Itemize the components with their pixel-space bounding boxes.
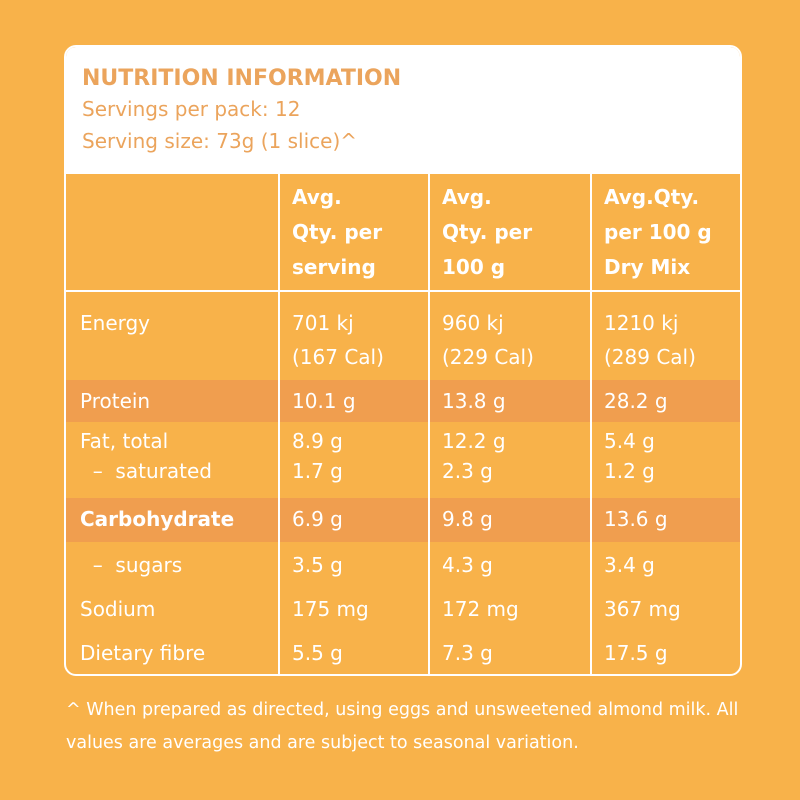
table-row: Carbohydrate 6.9 g 9.8 g 13.6 g	[66, 498, 740, 542]
serving-size: Serving size: 73g (1 slice)^	[82, 129, 357, 153]
nutrient-value: 175 mg	[278, 588, 429, 632]
nutrient-value: 8.9 g 1.7 g	[278, 422, 429, 498]
nutrient-value: 5.4 g 1.2 g	[590, 422, 740, 498]
nutrient-label: Energy	[80, 311, 151, 335]
nutrient-label: Sodium	[80, 597, 156, 621]
nutrient-value: 1210 kj (289 Cal)	[590, 291, 740, 380]
nutrition-panel: NUTRITION INFORMATION Servings per pack:…	[64, 45, 742, 676]
nutrient-value: 6.9 g	[278, 498, 429, 542]
column-header: Avg. Qty. per serving	[278, 174, 429, 292]
nutrient-value: 172 mg	[428, 588, 591, 632]
nutrient-value: 13.8 g	[428, 380, 591, 422]
header-empty-cell	[66, 174, 279, 292]
nutrient-value: 960 kj (229 Cal)	[428, 291, 591, 380]
table-row: Sodium 175 mg 172 mg 367 mg	[66, 588, 740, 632]
nutrient-value: 17.5 g	[590, 632, 740, 674]
nutrient-label: – sugars	[80, 553, 183, 577]
table-row: – sugars 3.5 g 4.3 g 3.4 g	[66, 542, 740, 588]
nutrient-value: 4.3 g	[428, 542, 591, 588]
nutrient-value: 3.5 g	[278, 542, 429, 588]
nutrition-header: NUTRITION INFORMATION Servings per pack:…	[66, 47, 740, 174]
column-header: Avg. Qty. per 100 g	[428, 174, 591, 292]
nutrition-title: NUTRITION INFORMATION	[82, 66, 402, 91]
nutrient-value: 7.3 g	[428, 632, 591, 674]
table-header-row: Avg. Qty. per serving Avg. Qty. per 100 g…	[66, 174, 740, 292]
nutrient-label: Protein	[66, 380, 279, 422]
nutrient-label: Carbohydrate	[66, 498, 279, 542]
nutrient-value: 9.8 g	[428, 498, 591, 542]
nutrient-value: 367 mg	[590, 588, 740, 632]
column-header: Avg.Qty. per 100 g Dry Mix	[590, 174, 740, 292]
table-row: Protein 10.1 g 13.8 g 28.2 g	[66, 380, 740, 422]
nutrition-table: Avg. Qty. per serving Avg. Qty. per 100 g…	[66, 174, 740, 674]
nutrient-value: 5.5 g	[278, 632, 429, 674]
servings-per-pack: Servings per pack: 12	[82, 97, 301, 121]
nutrient-label: Fat, total – saturated	[80, 429, 212, 483]
nutrient-value: 12.2 g 2.3 g	[428, 422, 591, 498]
nutrient-value: 28.2 g	[590, 380, 740, 422]
footnote: ^ When prepared as directed, using eggs …	[66, 700, 739, 753]
nutrient-label: Dietary fibre	[80, 641, 206, 665]
table-row: Fat, total – saturated 8.9 g 1.7 g 12.2 g …	[66, 422, 740, 498]
nutrient-value: 3.4 g	[590, 542, 740, 588]
nutrient-value: 13.6 g	[590, 498, 740, 542]
nutrient-value: 701 kj (167 Cal)	[278, 291, 429, 380]
nutrient-value: 10.1 g	[278, 380, 429, 422]
table-row: Dietary fibre 5.5 g 7.3 g 17.5 g	[66, 632, 740, 674]
table-row: Energy 701 kj (167 Cal) 960 kj (229 Cal) 12…	[66, 291, 740, 380]
